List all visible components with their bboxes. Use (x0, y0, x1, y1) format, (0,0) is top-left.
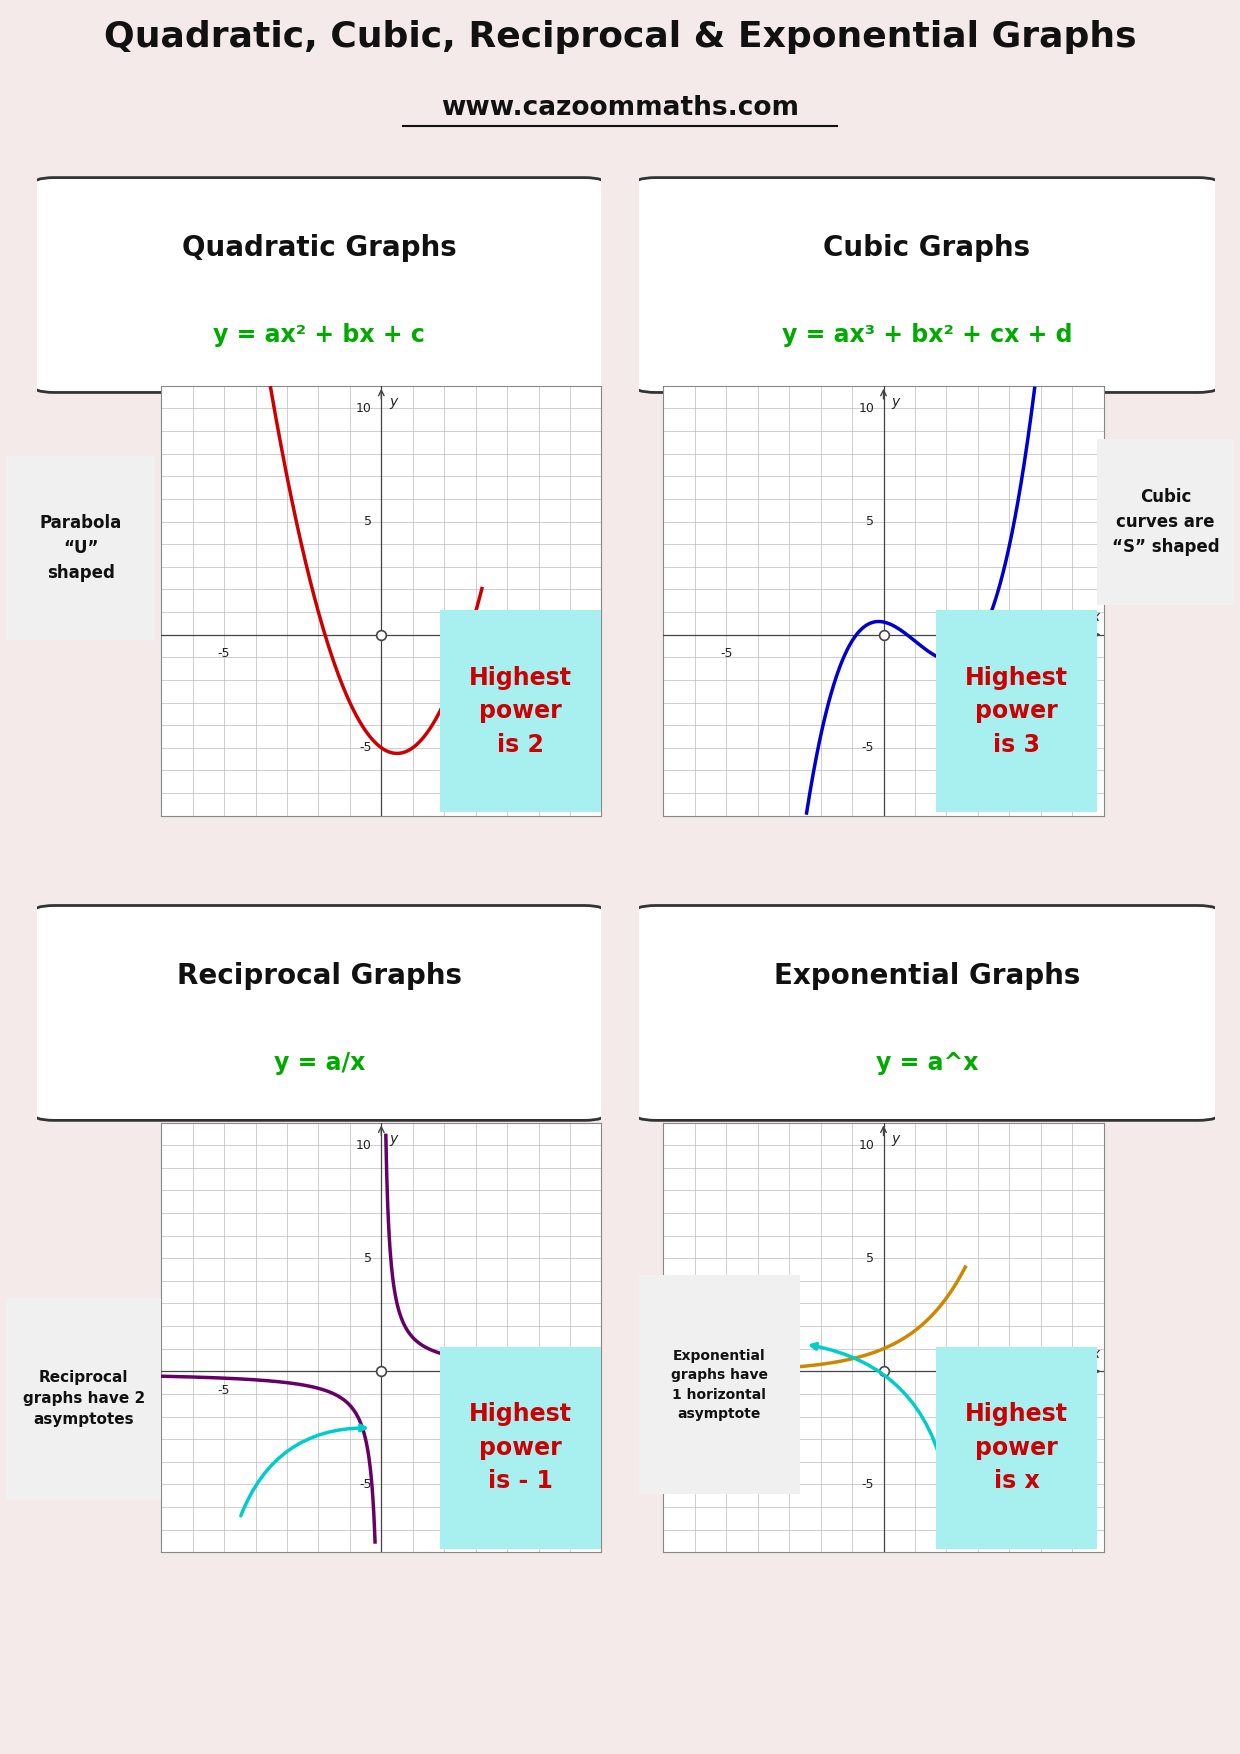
Text: Exponential
graphs have
1 horizontal
asymptote: Exponential graphs have 1 horizontal asy… (671, 1349, 768, 1421)
Text: -5: -5 (720, 1384, 733, 1396)
Text: Parabola
“U”
shaped: Parabola “U” shaped (40, 514, 122, 582)
Text: -5: -5 (862, 1479, 874, 1491)
FancyBboxPatch shape (632, 177, 1221, 393)
Text: 5: 5 (534, 1384, 543, 1396)
FancyBboxPatch shape (31, 177, 608, 393)
Text: Highest
power
is - 1: Highest power is - 1 (469, 1403, 573, 1493)
Text: Highest
power
is 3: Highest power is 3 (965, 667, 1069, 756)
Text: Cubic Graphs: Cubic Graphs (823, 233, 1030, 261)
Text: y: y (389, 395, 397, 409)
FancyBboxPatch shape (632, 905, 1221, 1121)
Text: y: y (892, 1131, 899, 1145)
Text: Exponential Graphs: Exponential Graphs (774, 961, 1080, 989)
Text: y: y (389, 1131, 397, 1145)
Text: Cubic
curves are
“S” shaped: Cubic curves are “S” shaped (1112, 488, 1219, 556)
FancyBboxPatch shape (31, 905, 608, 1121)
Text: x: x (589, 610, 598, 624)
Text: 5: 5 (866, 1252, 874, 1265)
FancyBboxPatch shape (930, 1338, 1104, 1558)
Text: x: x (1091, 610, 1100, 624)
Text: y = a/x: y = a/x (274, 1051, 365, 1075)
Text: www.cazoommaths.com: www.cazoommaths.com (441, 95, 799, 121)
FancyBboxPatch shape (1092, 431, 1239, 612)
Text: 5: 5 (1037, 647, 1045, 660)
Text: Highest
power
is x: Highest power is x (965, 1403, 1069, 1493)
FancyBboxPatch shape (930, 602, 1104, 821)
FancyBboxPatch shape (632, 1266, 806, 1503)
Text: -5: -5 (218, 1384, 231, 1396)
Text: -5: -5 (360, 742, 372, 754)
FancyBboxPatch shape (434, 1338, 608, 1558)
Text: y = ax³ + bx² + cx + d: y = ax³ + bx² + cx + d (781, 323, 1073, 347)
Text: 5: 5 (363, 516, 372, 528)
Text: 5: 5 (534, 647, 543, 660)
FancyBboxPatch shape (434, 602, 608, 821)
Text: 10: 10 (356, 402, 372, 416)
FancyBboxPatch shape (0, 1289, 167, 1508)
Text: 5: 5 (1037, 1384, 1045, 1396)
Text: 5: 5 (866, 516, 874, 528)
Text: 10: 10 (858, 402, 874, 416)
Text: y = ax² + bx + c: y = ax² + bx + c (213, 323, 425, 347)
Text: -5: -5 (360, 1479, 372, 1491)
FancyBboxPatch shape (0, 449, 161, 647)
Text: 10: 10 (356, 1138, 372, 1152)
Text: 5: 5 (363, 1252, 372, 1265)
Text: 10: 10 (858, 1138, 874, 1152)
Text: -5: -5 (218, 647, 231, 660)
Text: x: x (589, 1347, 598, 1361)
Text: Reciprocal Graphs: Reciprocal Graphs (177, 961, 461, 989)
Text: Reciprocal
graphs have 2
asymptotes: Reciprocal graphs have 2 asymptotes (22, 1370, 145, 1428)
Text: y = a^x: y = a^x (875, 1051, 978, 1075)
Text: Quadratic, Cubic, Reciprocal & Exponential Graphs: Quadratic, Cubic, Reciprocal & Exponenti… (104, 19, 1136, 54)
Text: x: x (1091, 1347, 1100, 1361)
Text: Quadratic Graphs: Quadratic Graphs (182, 233, 456, 261)
Text: Highest
power
is 2: Highest power is 2 (469, 667, 573, 756)
Text: y: y (892, 395, 899, 409)
Text: -5: -5 (720, 647, 733, 660)
Text: -5: -5 (862, 742, 874, 754)
